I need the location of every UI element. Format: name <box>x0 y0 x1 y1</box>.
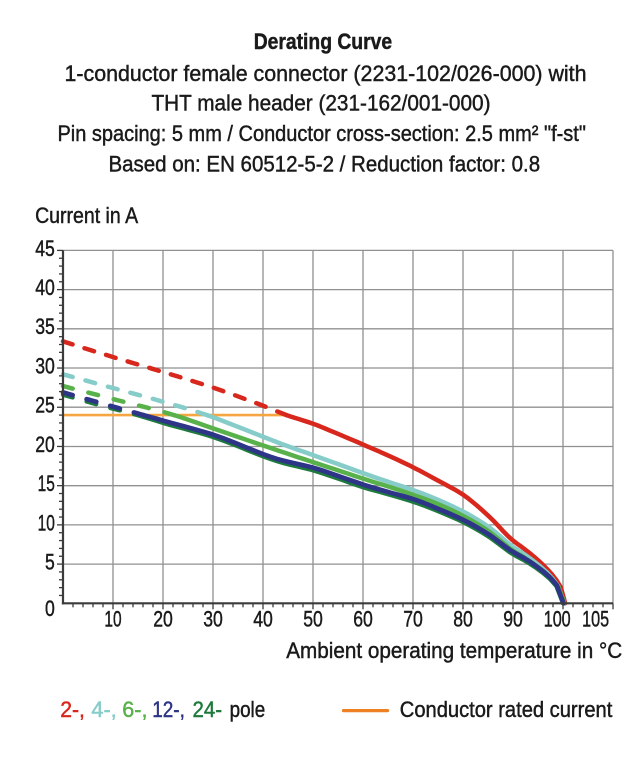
svg-text:20: 20 <box>153 606 173 631</box>
svg-text:90: 90 <box>503 606 523 631</box>
svg-text:THT male header (231-162/001-0: THT male header (231-162/001-000) <box>152 90 491 115</box>
svg-text:Ambient operating temperature: Ambient operating temperature in °C <box>286 638 622 663</box>
svg-text:24-: 24- <box>193 697 223 722</box>
svg-text:50: 50 <box>303 606 323 631</box>
svg-text:5: 5 <box>45 550 55 575</box>
svg-text:Derating Curve: Derating Curve <box>254 29 392 54</box>
svg-text:30: 30 <box>35 353 55 378</box>
svg-text:80: 80 <box>453 606 473 631</box>
svg-text:4-,: 4-, <box>91 697 116 722</box>
svg-text:Based on: EN 60512-5-2 / Reduc: Based on: EN 60512-5-2 / Reduction facto… <box>108 151 540 176</box>
svg-text:105: 105 <box>582 606 609 631</box>
svg-text:45: 45 <box>35 236 55 261</box>
svg-text:60: 60 <box>353 606 373 631</box>
svg-text:15: 15 <box>38 471 55 496</box>
svg-text:12-,: 12-, <box>152 697 185 722</box>
svg-text:Conductor rated current: Conductor rated current <box>400 697 613 722</box>
svg-text:Pin spacing: 5 mm / Conductor: Pin spacing: 5 mm / Conductor cross-sect… <box>57 121 586 146</box>
svg-text:100: 100 <box>544 606 571 631</box>
svg-text:40: 40 <box>35 275 55 300</box>
svg-text:20: 20 <box>35 432 55 457</box>
svg-text:70: 70 <box>403 606 423 631</box>
svg-text:35: 35 <box>35 314 55 339</box>
svg-text:1-conductor female connector (: 1-conductor female connector (2231-102/0… <box>65 61 587 86</box>
svg-text:30: 30 <box>203 606 223 631</box>
svg-text:Current in A: Current in A <box>35 203 138 228</box>
svg-text:6-,: 6-, <box>122 697 147 722</box>
svg-text:pole: pole <box>230 697 266 722</box>
svg-text:40: 40 <box>253 606 273 631</box>
svg-text:2-,: 2-, <box>60 697 85 722</box>
svg-text:0: 0 <box>45 596 55 621</box>
svg-text:10: 10 <box>104 606 121 631</box>
svg-text:25: 25 <box>35 393 55 418</box>
svg-text:10: 10 <box>38 510 55 535</box>
